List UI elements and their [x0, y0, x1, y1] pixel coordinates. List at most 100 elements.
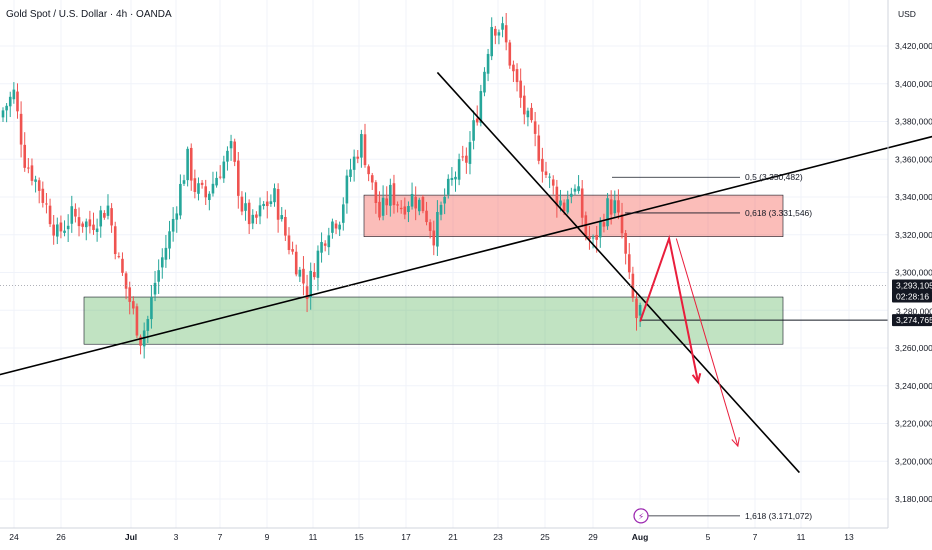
- candle-body: [475, 118, 479, 123]
- event-icon[interactable]: [633, 508, 649, 524]
- time-tick-label: 15: [354, 532, 364, 542]
- candle-body: [345, 175, 349, 204]
- candle-body: [573, 188, 577, 192]
- candle-body: [247, 202, 251, 225]
- candle-body: [88, 219, 92, 227]
- time-tick-label: Aug: [632, 532, 649, 542]
- candle-body: [5, 105, 8, 111]
- candle-body: [566, 199, 570, 213]
- candle-body: [414, 196, 417, 209]
- time-tick-label: 25: [540, 532, 550, 542]
- price-tick-label: 3,400,000: [895, 79, 932, 89]
- candle-body: [139, 336, 142, 346]
- candle-body: [309, 270, 312, 298]
- candle-body: [512, 64, 515, 72]
- candle-body: [555, 186, 559, 206]
- candle-body: [468, 142, 472, 164]
- zones-layer: [83, 194, 784, 345]
- candle-body: [113, 226, 117, 255]
- candle-body: [486, 53, 490, 74]
- candle-body: [446, 178, 450, 195]
- price-tick-label: 3,260,000: [895, 343, 932, 353]
- candle-body: [189, 147, 193, 181]
- price-tag-label: 3,274,765: [896, 315, 932, 325]
- extended-projection-path[interactable]: [675, 238, 739, 447]
- candle-body: [179, 183, 182, 216]
- candle-body: [396, 204, 399, 206]
- candle-body: [8, 96, 12, 107]
- candle-body: [439, 204, 443, 215]
- time-tick-label: 26: [56, 532, 66, 542]
- candle-body: [197, 183, 200, 194]
- candle-body: [403, 206, 407, 215]
- price-tag-label: 3,293,105: [896, 281, 932, 291]
- candle-body: [193, 178, 197, 192]
- candle-body: [106, 205, 110, 216]
- candle-body: [222, 161, 226, 179]
- candle-body: [331, 221, 334, 233]
- candle-body: [273, 188, 276, 203]
- candle-body: [544, 171, 548, 175]
- candle-body: [226, 150, 229, 162]
- candle-body: [461, 156, 465, 158]
- candle-body: [313, 271, 316, 278]
- candle-body: [121, 258, 124, 273]
- candle-body: [132, 301, 135, 309]
- grid: [0, 0, 888, 528]
- time-tick-label: 29: [588, 532, 598, 542]
- candle-body: [218, 176, 222, 178]
- candle-body: [421, 196, 425, 212]
- candle-body: [135, 306, 139, 336]
- time-tick-label: 5: [706, 532, 711, 542]
- price-tick-label: 3,420,000: [895, 41, 932, 51]
- candle-body: [483, 71, 486, 93]
- candle-body: [609, 199, 613, 215]
- candle-body: [244, 203, 247, 211]
- candle-body: [302, 268, 305, 284]
- candle-body: [494, 28, 497, 36]
- candle-body: [548, 176, 551, 178]
- candle-body: [418, 199, 421, 212]
- candle-body: [258, 205, 262, 217]
- drawings-layer: 0,5 (3.350,482) 0,618 (3.331,546) 1,618 (3…: [0, 71, 932, 521]
- candle-body: [211, 183, 215, 194]
- candle-body: [389, 184, 392, 206]
- candle-body: [215, 177, 218, 186]
- currency-label: USD: [898, 9, 916, 19]
- candle-body: [276, 189, 280, 220]
- primary-projection-path[interactable]: [639, 234, 700, 383]
- rising-trendline[interactable]: [0, 122, 932, 390]
- time-tick-label: 11: [309, 532, 318, 542]
- candle-body: [591, 237, 595, 239]
- fib-level-label: 0,618 (3.331,546): [745, 208, 812, 218]
- candle-body: [501, 23, 504, 30]
- candle-body: [153, 282, 157, 295]
- candle-body: [635, 298, 638, 319]
- candle-body: [56, 224, 59, 237]
- support-zone[interactable]: [83, 296, 784, 345]
- candle-body: [588, 236, 591, 240]
- candle-body: [208, 193, 211, 201]
- falling-trendline[interactable]: [436, 71, 800, 474]
- candle-body: [349, 169, 352, 177]
- price-tag-label: 3,280,000: [896, 306, 932, 316]
- price-tick-label: 3,340,000: [895, 192, 932, 202]
- candle-body: [41, 188, 45, 203]
- candle-body: [341, 204, 345, 223]
- candle-body: [385, 198, 389, 206]
- candle-body: [443, 196, 446, 204]
- candle-body: [479, 91, 483, 123]
- time-tick-label: 11: [797, 532, 806, 542]
- candle-body: [291, 249, 294, 252]
- time-tick-label: 9: [265, 532, 270, 542]
- time-tick-label: 3: [174, 532, 179, 542]
- candle-body: [338, 224, 341, 230]
- price-tag: [892, 314, 932, 327]
- candle-body: [30, 165, 34, 181]
- candle-body: [237, 160, 240, 196]
- time-tick-label: 7: [753, 532, 758, 542]
- candle-body: [23, 144, 27, 168]
